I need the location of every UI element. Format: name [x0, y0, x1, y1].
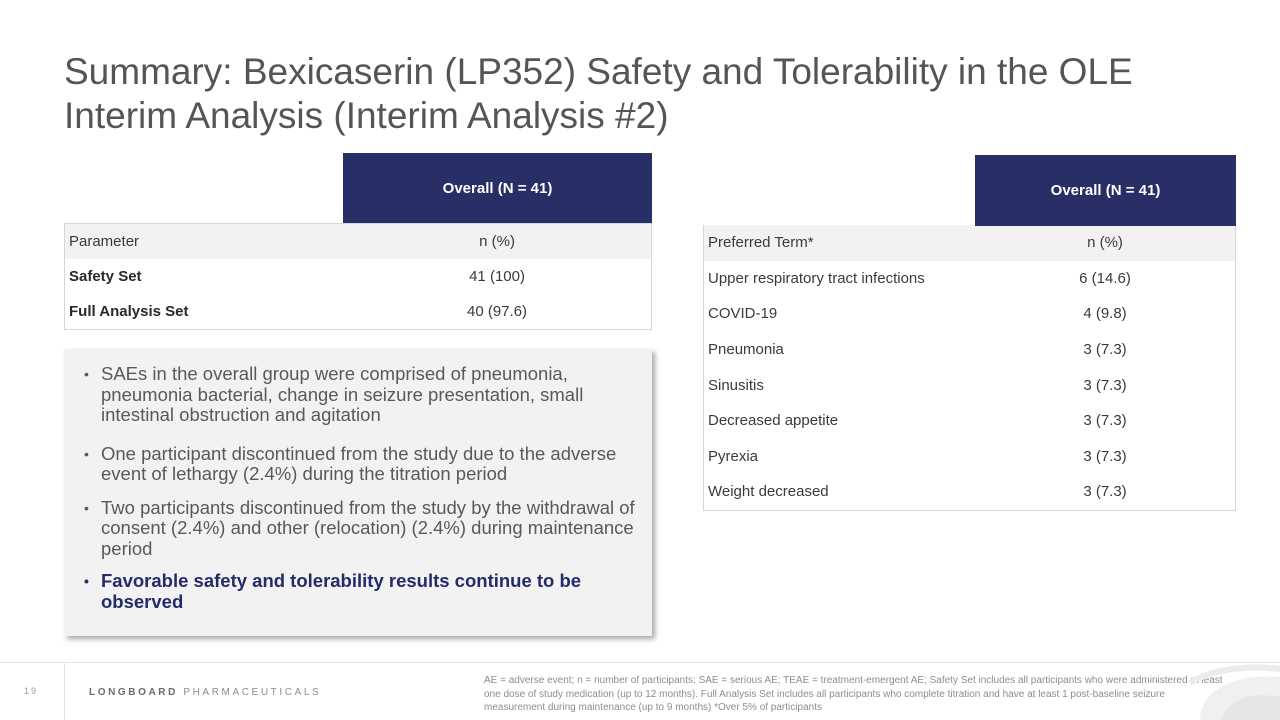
row-value: 3 (7.3) — [975, 448, 1235, 465]
column-header-n-percent: n (%) — [343, 233, 651, 250]
wave-decoration-icon — [1160, 663, 1280, 720]
bullet-text: Two participants discontinued from the s… — [101, 498, 636, 560]
row-label: Pneumonia — [704, 341, 975, 358]
bullet-item-emphasis: • Favorable safety and tolerability resu… — [84, 571, 636, 612]
bullet-dot-icon: • — [84, 364, 101, 426]
row-label: Decreased appetite — [704, 412, 975, 429]
overall-header-cell: Overall (N = 41) — [975, 155, 1236, 226]
table-row: COVID-19 4 (9.8) — [704, 296, 1235, 332]
bullet-text: One participant discontinued from the st… — [101, 444, 636, 485]
table-row: Upper respiratory tract infections 6 (14… — [704, 261, 1235, 297]
row-label: Safety Set — [65, 268, 343, 285]
company-logo: LONGBOARD PHARMACEUTICALS — [89, 687, 321, 698]
footer-divider-line — [0, 662, 1280, 663]
overall-header-cell: Overall (N = 41) — [343, 153, 652, 223]
row-label: Weight decreased — [704, 483, 975, 500]
bullet-text: SAEs in the overall group were comprised… — [101, 364, 636, 426]
logo-light-text: PHARMACEUTICALS — [183, 687, 321, 698]
row-value: 41 (100) — [343, 268, 651, 285]
bullet-item: • One participant discontinued from the … — [84, 444, 636, 485]
column-header-n-percent: n (%) — [975, 234, 1235, 251]
row-value: 3 (7.3) — [975, 483, 1235, 500]
table-column-header-row: Preferred Term* n (%) — [704, 225, 1235, 261]
slide-title-line1: Summary: Bexicaserin (LP352) Safety and … — [64, 50, 1244, 94]
table-row: Pyrexia 3 (7.3) — [704, 439, 1235, 475]
bullet-text: Favorable safety and tolerability result… — [101, 571, 636, 612]
row-value: 4 (9.8) — [975, 305, 1235, 322]
table-row: Weight decreased 3 (7.3) — [704, 474, 1235, 510]
footer-vertical-divider — [64, 663, 65, 720]
row-value: 3 (7.3) — [975, 412, 1235, 429]
slide-title: Summary: Bexicaserin (LP352) Safety and … — [64, 50, 1244, 138]
column-header-preferred-term: Preferred Term* — [704, 234, 975, 251]
table-header-row: Overall (N = 41) — [64, 153, 652, 223]
row-label: Upper respiratory tract infections — [704, 270, 975, 287]
table-header-row: Overall (N = 41) — [703, 155, 1236, 225]
table-row: Full Analysis Set 40 (97.6) — [65, 294, 651, 329]
bullet-dot-icon: • — [84, 444, 101, 485]
row-label: Full Analysis Set — [65, 303, 343, 320]
row-value: 3 (7.3) — [975, 377, 1235, 394]
row-value: 40 (97.6) — [343, 303, 651, 320]
bullet-item: • SAEs in the overall group were compris… — [84, 364, 636, 426]
row-value: 3 (7.3) — [975, 341, 1235, 358]
table-row: Decreased appetite 3 (7.3) — [704, 403, 1235, 439]
table-body: Parameter n (%) Safety Set 41 (100) Full… — [64, 223, 652, 330]
slide-title-line2: Interim Analysis (Interim Analysis #2) — [64, 94, 1244, 138]
preferred-term-table: Overall (N = 41) Preferred Term* n (%) U… — [703, 155, 1236, 511]
row-value: 6 (14.6) — [975, 270, 1235, 287]
bullet-dot-icon: • — [84, 498, 101, 560]
row-label: Pyrexia — [704, 448, 975, 465]
footnote: AE = adverse event; n = number of partic… — [484, 674, 1224, 715]
table-body: Preferred Term* n (%) Upper respiratory … — [703, 225, 1236, 511]
logo-bold-text: LONGBOARD — [89, 687, 178, 698]
table-row: Sinusitis 3 (7.3) — [704, 367, 1235, 403]
summary-bullet-box: • SAEs in the overall group were compris… — [64, 349, 652, 636]
bullet-item: • Two participants discontinued from the… — [84, 498, 636, 560]
table-column-header-row: Parameter n (%) — [65, 224, 651, 259]
column-header-parameter: Parameter — [65, 233, 343, 250]
row-label: Sinusitis — [704, 377, 975, 394]
table-row: Safety Set 41 (100) — [65, 259, 651, 294]
page-number: 19 — [24, 686, 38, 696]
table-row: Pneumonia 3 (7.3) — [704, 332, 1235, 368]
row-label: COVID-19 — [704, 305, 975, 322]
analysis-sets-table: Overall (N = 41) Parameter n (%) Safety … — [64, 153, 652, 330]
bullet-dot-icon: • — [84, 571, 101, 612]
